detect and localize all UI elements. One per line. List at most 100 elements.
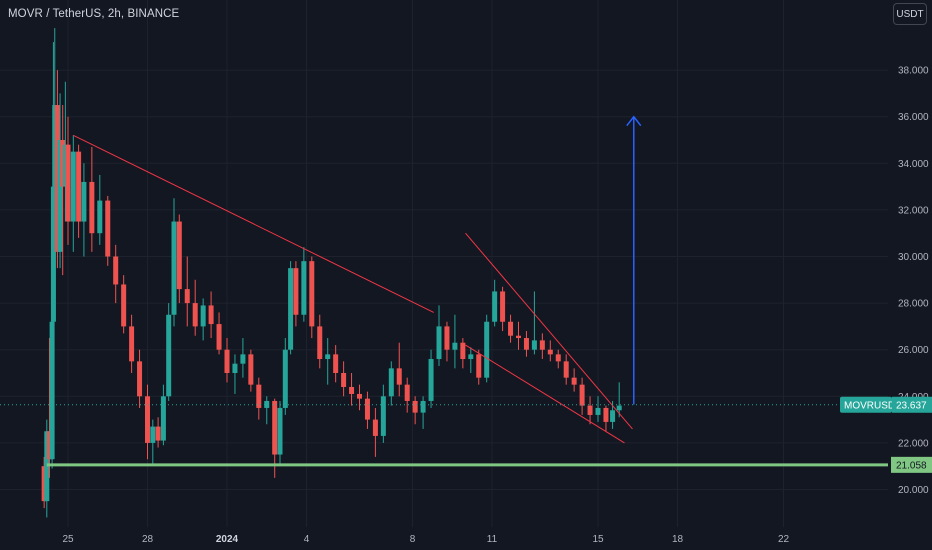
currency-button[interactable]: USDT bbox=[893, 3, 927, 25]
candle-body bbox=[137, 361, 143, 397]
candle-body bbox=[155, 426, 161, 441]
candle bbox=[192, 279, 198, 336]
candle-body bbox=[288, 268, 294, 350]
candle-body bbox=[436, 326, 442, 360]
candle-body bbox=[603, 407, 609, 422]
candle bbox=[579, 377, 585, 415]
candle bbox=[484, 314, 490, 383]
candle bbox=[436, 305, 442, 367]
candle bbox=[137, 349, 143, 408]
candle bbox=[145, 384, 150, 460]
support-tag-label: 21.058 bbox=[896, 460, 927, 471]
candle bbox=[208, 291, 214, 339]
candle-body bbox=[508, 321, 514, 336]
x-tick-label: 15 bbox=[592, 534, 604, 545]
candle bbox=[60, 105, 66, 276]
candle bbox=[616, 382, 622, 418]
candle-body bbox=[89, 181, 95, 234]
y-tick-label: 22.000 bbox=[898, 438, 929, 449]
overlay-drawings bbox=[0, 115, 888, 467]
candle bbox=[57, 93, 63, 269]
candle-body bbox=[171, 221, 177, 315]
support-tag bbox=[891, 456, 932, 473]
candle bbox=[129, 314, 135, 373]
candle bbox=[256, 377, 262, 420]
candle-body bbox=[256, 384, 262, 408]
candlesticks bbox=[41, 28, 622, 518]
candle-body bbox=[160, 396, 166, 441]
candle bbox=[264, 396, 270, 425]
candle-body bbox=[476, 354, 482, 378]
candle-body bbox=[571, 377, 577, 385]
x-tick-label: 2024 bbox=[216, 534, 239, 545]
candle-body bbox=[248, 354, 254, 385]
candle-body bbox=[587, 405, 593, 415]
candle bbox=[444, 321, 450, 362]
candle bbox=[216, 312, 222, 355]
candle-body bbox=[547, 349, 553, 355]
candle bbox=[476, 349, 482, 385]
candle bbox=[404, 377, 410, 413]
candle-body bbox=[166, 314, 172, 397]
y-tick-label: 32.000 bbox=[898, 205, 929, 216]
candle bbox=[232, 354, 238, 394]
candle-body bbox=[616, 405, 622, 411]
candle bbox=[595, 396, 601, 422]
chart-grid bbox=[0, 0, 888, 527]
candle bbox=[571, 368, 577, 392]
candle bbox=[293, 261, 299, 327]
candle bbox=[603, 405, 609, 432]
candle-body bbox=[264, 400, 270, 408]
candle-body bbox=[333, 354, 339, 373]
candle-body bbox=[492, 291, 498, 322]
candle-body bbox=[282, 349, 288, 408]
candle-body bbox=[349, 386, 355, 394]
candle-body bbox=[208, 305, 214, 325]
candle-body bbox=[65, 144, 71, 222]
candle bbox=[380, 384, 386, 443]
x-tick-label: 8 bbox=[410, 534, 416, 545]
candle-body bbox=[41, 466, 47, 502]
candle bbox=[372, 407, 378, 457]
trendlines bbox=[73, 134, 633, 444]
candle-body bbox=[317, 326, 323, 360]
trendline bbox=[465, 232, 633, 430]
candle bbox=[76, 144, 82, 238]
candle-body bbox=[579, 384, 585, 406]
candle bbox=[113, 244, 119, 304]
candle-body bbox=[272, 400, 278, 455]
candle-body bbox=[325, 354, 331, 360]
candle bbox=[288, 261, 294, 355]
candle-body bbox=[404, 384, 410, 401]
candle-body bbox=[113, 256, 119, 285]
candle bbox=[224, 338, 230, 383]
candle-body bbox=[364, 398, 370, 420]
candle bbox=[166, 303, 172, 401]
chart-title: MOVR / TetherUS, 2h, BINANCE bbox=[8, 8, 180, 20]
trendline bbox=[73, 134, 434, 313]
candle bbox=[97, 174, 103, 245]
candle-body bbox=[60, 140, 66, 187]
trendline bbox=[465, 344, 625, 444]
candle-body bbox=[50, 186, 56, 322]
candle-body bbox=[49, 321, 55, 460]
time-axis: 25 28 2024 4 8 11 15 18 22 bbox=[62, 534, 789, 545]
candle bbox=[508, 314, 514, 343]
candle bbox=[54, 70, 60, 269]
candle bbox=[420, 396, 426, 429]
candle bbox=[184, 256, 190, 327]
candle bbox=[70, 135, 76, 252]
x-tick-label: 18 bbox=[672, 534, 684, 545]
candle-body bbox=[200, 305, 206, 327]
candle-body bbox=[468, 354, 474, 360]
candle-body bbox=[240, 354, 246, 364]
candle-body bbox=[176, 221, 182, 290]
symbol-tag bbox=[840, 396, 892, 413]
x-tick-label: 4 bbox=[304, 534, 310, 545]
candle-body bbox=[277, 407, 283, 455]
candle-body bbox=[380, 396, 386, 436]
candle bbox=[248, 349, 254, 392]
candle bbox=[460, 338, 466, 369]
x-tick-label: 11 bbox=[487, 534, 498, 545]
